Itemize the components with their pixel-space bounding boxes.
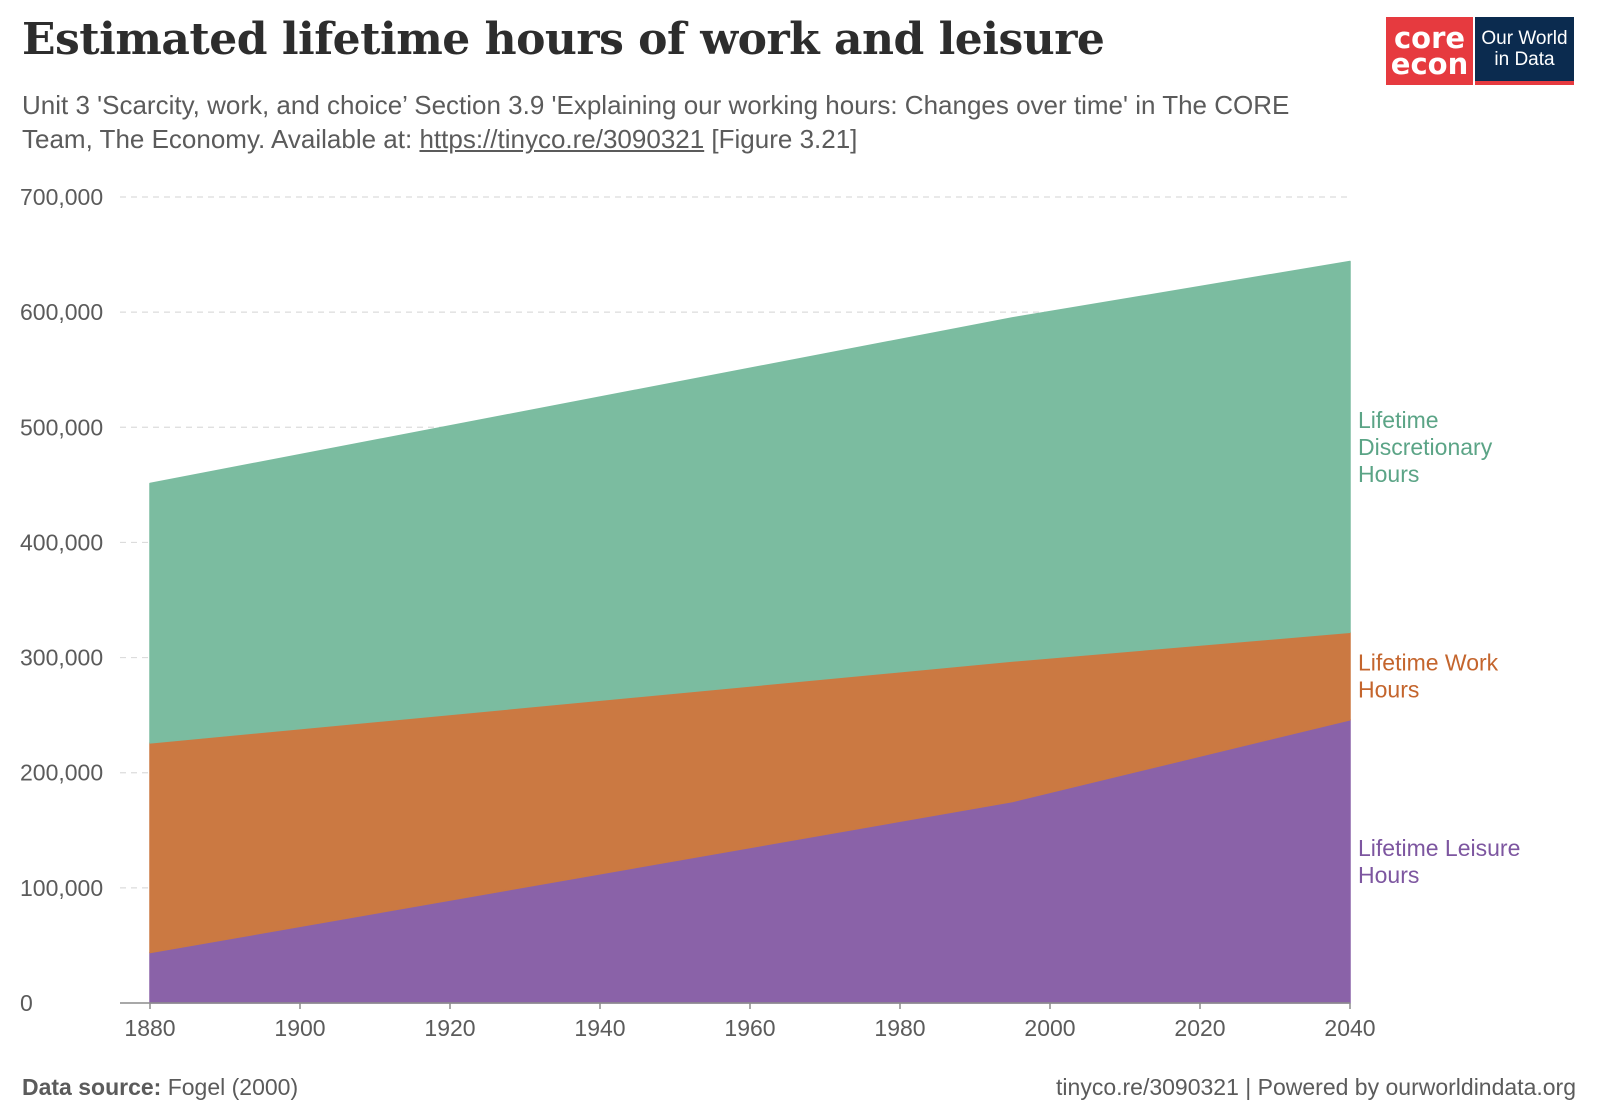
- x-tick-label: 1880: [124, 1015, 175, 1041]
- x-tick-label: 1920: [424, 1015, 475, 1041]
- y-tick-label: 500,000: [20, 414, 103, 440]
- data-source-label: Data source:: [22, 1074, 162, 1100]
- y-tick-label: 700,000: [20, 184, 103, 210]
- series-label-line: Lifetime: [1358, 407, 1439, 433]
- x-tick-label: 2020: [1174, 1015, 1225, 1041]
- y-tick-label: 600,000: [20, 299, 103, 325]
- axes: 0 100,000 200,000 300,000 400,000 500,000 600,…: [20, 184, 1376, 1041]
- series-label-line: Hours: [1358, 676, 1419, 702]
- series-label-line: Lifetime Leisure: [1358, 835, 1520, 861]
- our-world-in-data-logo[interactable]: Our World in Data: [1475, 17, 1574, 85]
- y-tick-label: 400,000: [20, 529, 103, 555]
- data-source-value: Fogel (2000): [167, 1074, 299, 1100]
- owid-logo-line1: Our World: [1481, 28, 1568, 49]
- series-label-line: Lifetime Work: [1358, 649, 1499, 675]
- chart-subtitle: Unit 3 'Scarcity, work, and choice’ Sect…: [22, 88, 1352, 156]
- x-tick-label: 1980: [874, 1015, 925, 1041]
- x-tick-label: 1900: [274, 1015, 325, 1041]
- footer-attribution[interactable]: tinyco.re/3090321 | Powered by ourworldi…: [1056, 1074, 1576, 1100]
- y-tick-label: 0: [20, 990, 33, 1016]
- y-tick-label: 200,000: [20, 760, 103, 786]
- y-tick-label: 300,000: [20, 645, 103, 671]
- series-label-line: Hours: [1358, 862, 1419, 888]
- subtitle-text: Unit 3 'Scarcity, work, and choice’ Sect…: [22, 90, 1290, 154]
- lifetime-discretionary-hours-area: [149, 260, 1351, 744]
- core-logo-line1: core: [1393, 21, 1466, 55]
- data-source: Data source: Fogel (2000): [22, 1074, 298, 1101]
- series-label-line: Hours: [1358, 461, 1419, 487]
- series-label-line: Discretionary: [1358, 434, 1493, 460]
- core-econ-logo[interactable]: core econ: [1386, 17, 1473, 85]
- area-series: [149, 260, 1351, 1004]
- x-tick-label: 2000: [1024, 1015, 1075, 1041]
- x-tick-label: 2040: [1324, 1015, 1375, 1041]
- x-tick-label: 1960: [724, 1015, 775, 1041]
- core-logo-line2: econ: [1390, 47, 1469, 81]
- subtitle-figure-ref: [Figure 3.21]: [704, 124, 858, 154]
- owid-logo-line2: in Data: [1494, 49, 1555, 70]
- source-link[interactable]: https://tinyco.re/3090321: [419, 124, 705, 154]
- x-tick-label: 1940: [574, 1015, 625, 1041]
- chart-title: Estimated lifetime hours of work and lei…: [22, 14, 1105, 65]
- y-tick-label: 100,000: [20, 875, 103, 901]
